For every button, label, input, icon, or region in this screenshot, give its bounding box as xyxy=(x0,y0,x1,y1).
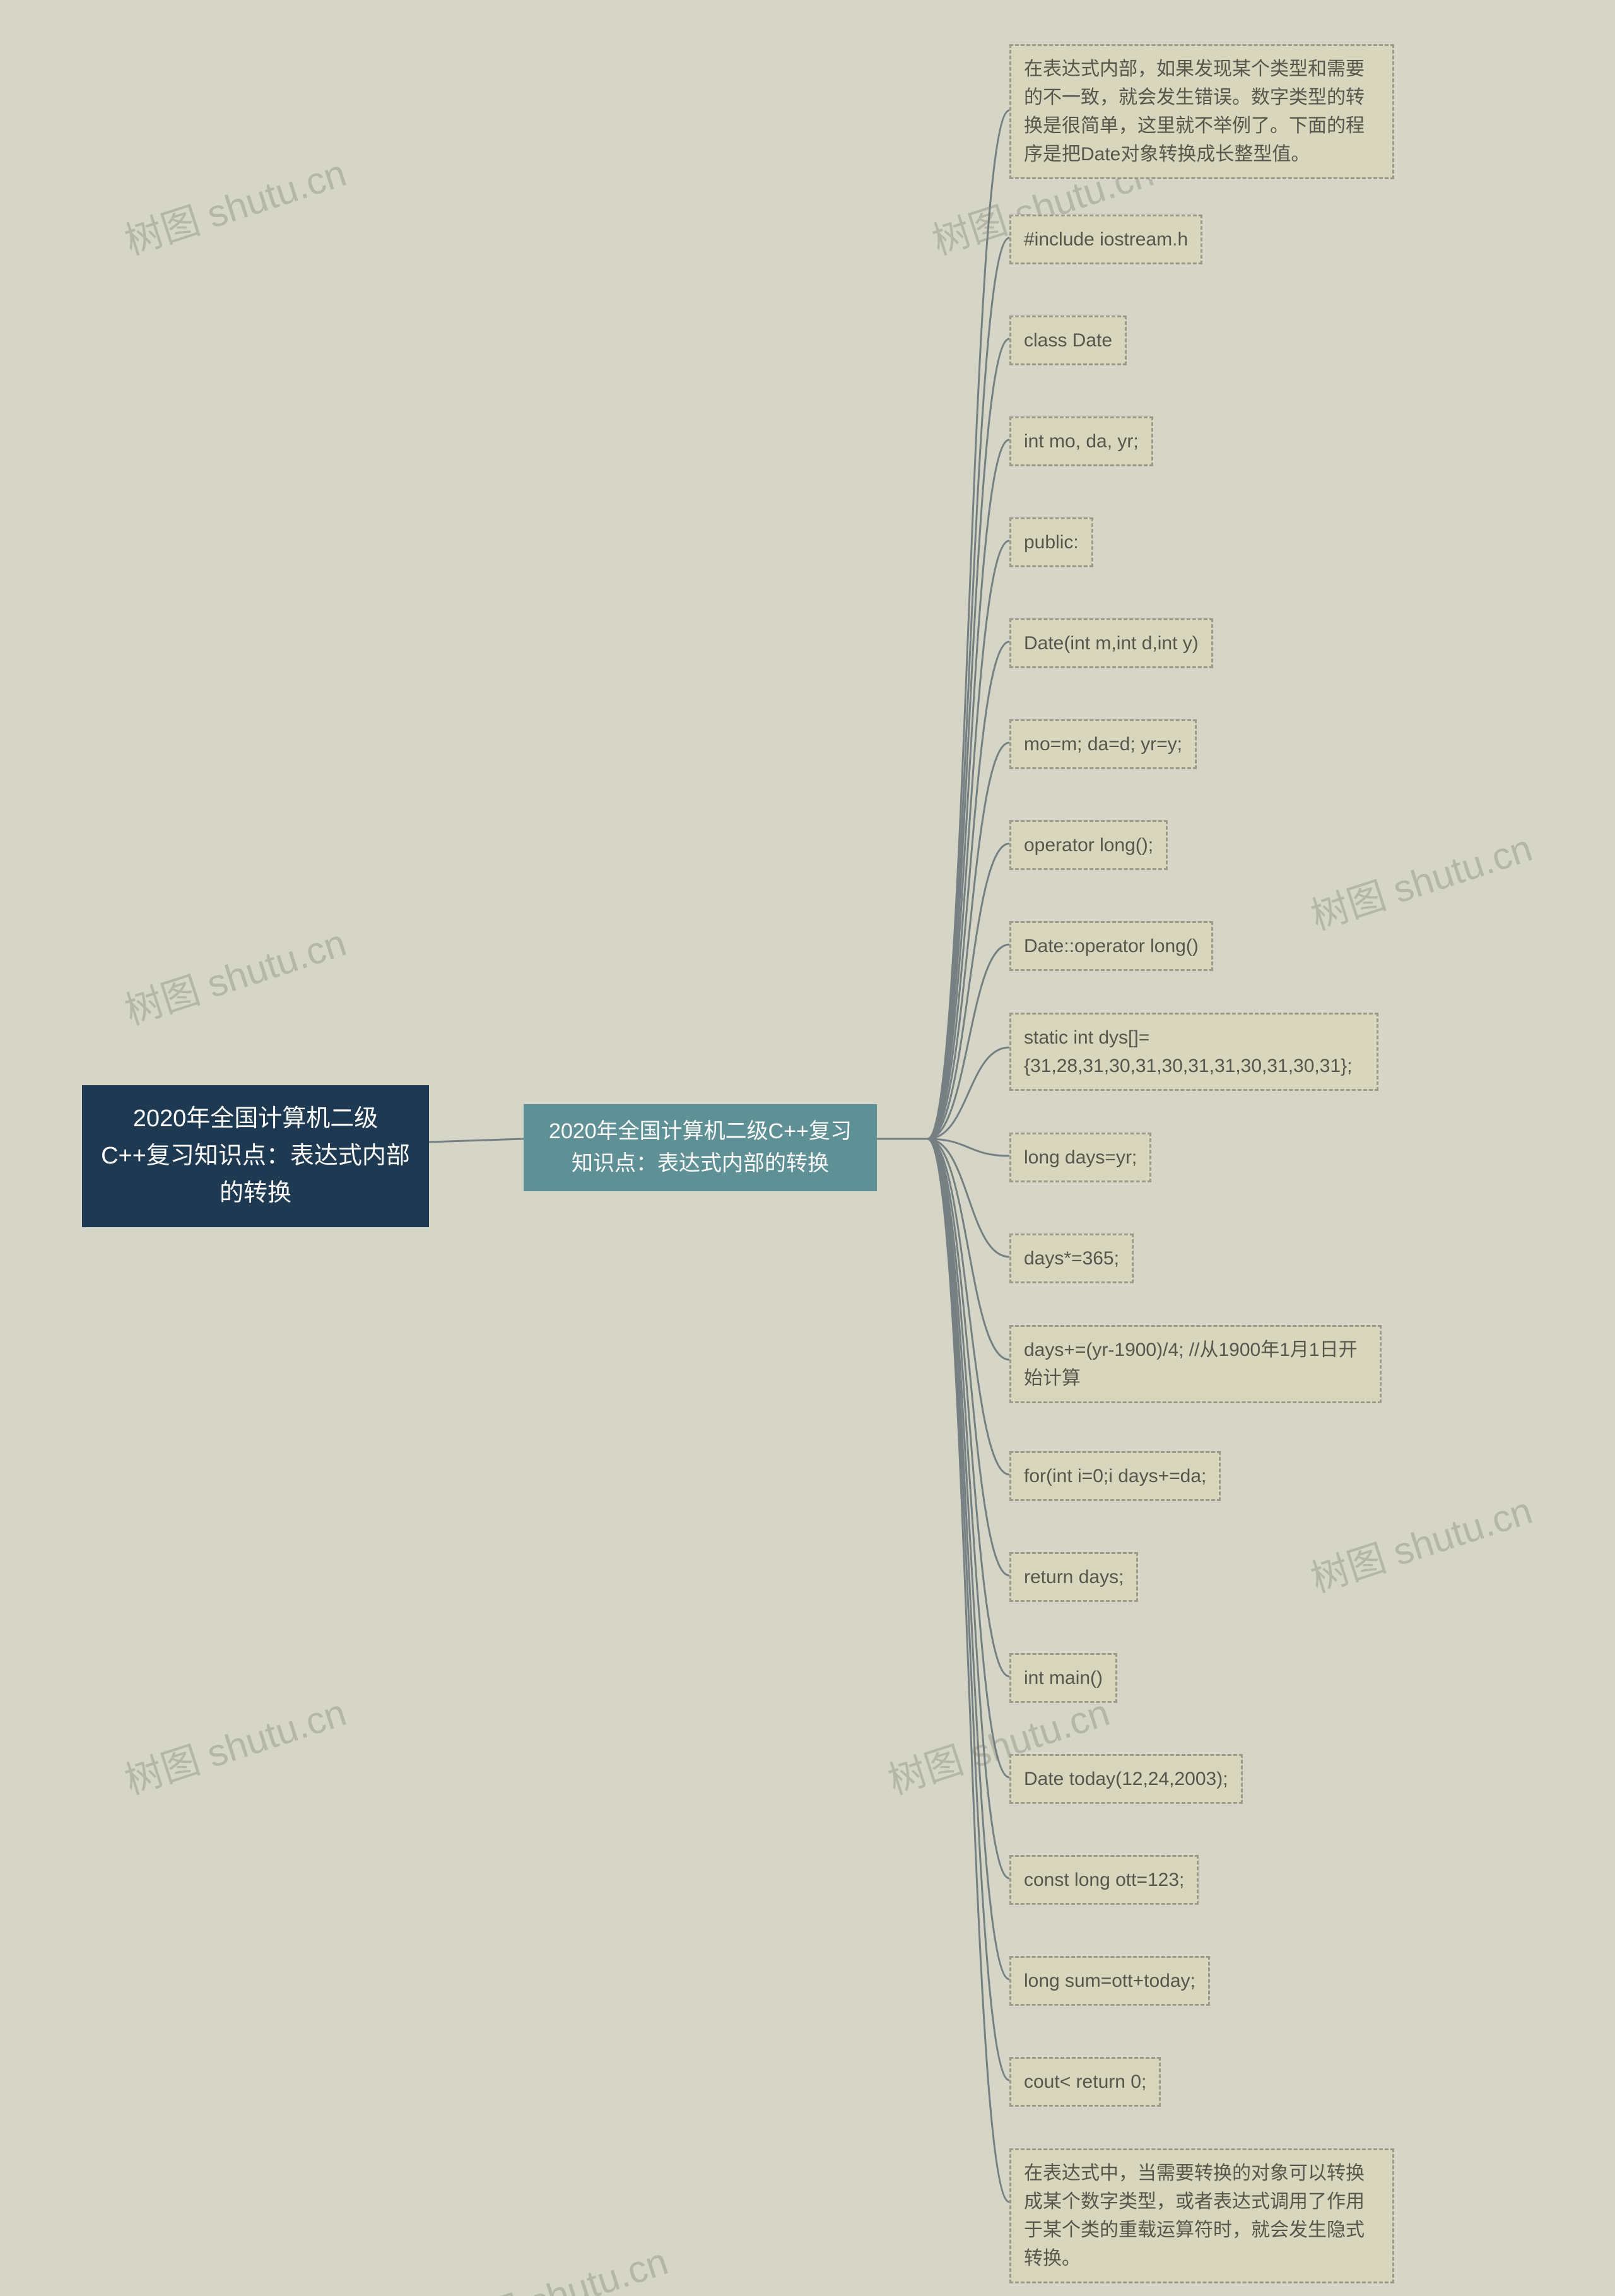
leaf-node[interactable]: mo=m; da=d; yr=y; xyxy=(1009,719,1197,769)
leaf-node[interactable]: public: xyxy=(1009,517,1093,567)
leaf-node[interactable]: Date::operator long() xyxy=(1009,921,1213,971)
leaf-node[interactable]: Date today(12,24,2003); xyxy=(1009,1754,1243,1804)
leaf-node[interactable]: 在表达式内部，如果发现某个类型和需要的不一致，就会发生错误。数字类型的转换是很简… xyxy=(1009,44,1394,179)
leaf-node[interactable]: const long ott=123; xyxy=(1009,1855,1199,1905)
leaf-node[interactable]: days+=(yr-1900)/4; //从1900年1月1日开始计算 xyxy=(1009,1325,1382,1403)
watermark: 树图 shutu.cn xyxy=(117,912,352,1035)
watermark: 树图 shutu.cn xyxy=(117,143,352,266)
leaf-node[interactable]: long sum=ott+today; xyxy=(1009,1956,1210,2006)
leaf-node[interactable]: days*=365; xyxy=(1009,1233,1134,1283)
leaf-node[interactable]: static int dys[]={31,28,31,30,31,30,31,3… xyxy=(1009,1013,1378,1091)
leaf-node[interactable]: cout< return 0; xyxy=(1009,2057,1161,2107)
leaf-node[interactable]: Date(int m,int d,int y) xyxy=(1009,618,1213,668)
leaf-node[interactable]: operator long(); xyxy=(1009,820,1168,870)
leaf-node[interactable]: return days; xyxy=(1009,1552,1138,1602)
leaf-node[interactable]: class Date xyxy=(1009,315,1127,365)
leaf-node[interactable]: long days=yr; xyxy=(1009,1133,1151,1182)
watermark: 树图 shutu.cn xyxy=(438,2231,674,2296)
leaf-node[interactable]: for(int i=0;i days+=da; xyxy=(1009,1451,1221,1501)
mindmap-canvas: 树图 shutu.cn 树图 shutu.cn 树图 shutu.cn 树图 shut… xyxy=(0,0,1615,2296)
leaf-node[interactable]: int mo, da, yr; xyxy=(1009,416,1153,466)
branch-node[interactable]: 2020年全国计算机二级C++复习知识点：表达式内部的转换 xyxy=(524,1104,877,1191)
leaf-node[interactable]: 在表达式中，当需要转换的对象可以转换成某个数字类型，或者表达式调用了作用于某个类… xyxy=(1009,2148,1394,2283)
root-node[interactable]: 2020年全国计算机二级C++复习知识点：表达式内部的转换 xyxy=(82,1085,429,1227)
watermark: 树图 shutu.cn xyxy=(117,1682,352,1805)
watermark: 树图 shutu.cn xyxy=(1303,818,1538,941)
leaf-node[interactable]: int main() xyxy=(1009,1653,1117,1703)
watermark: 树图 shutu.cn xyxy=(1303,1480,1538,1603)
leaf-node[interactable]: #include iostream.h xyxy=(1009,215,1202,264)
